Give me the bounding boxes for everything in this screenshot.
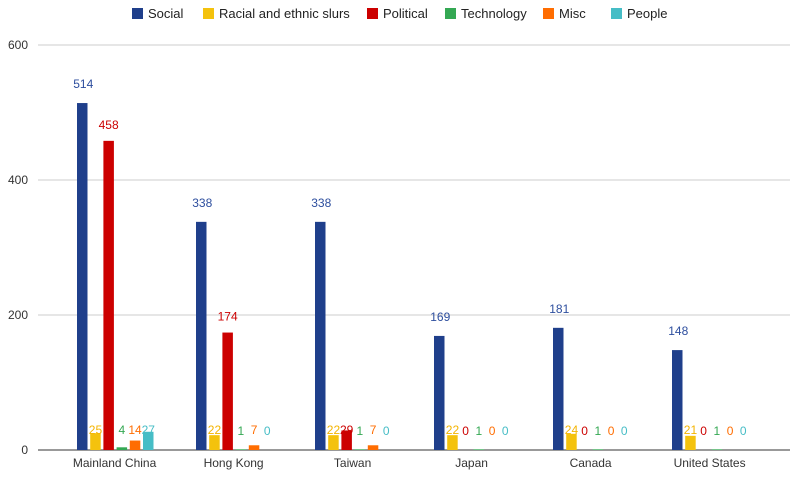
data-label-3-3: 1 (476, 424, 483, 438)
bar-0-2 (103, 140, 114, 450)
bar-5-1 (685, 435, 696, 450)
legend-swatch-1 (203, 8, 214, 19)
data-label-4-5: 0 (621, 424, 628, 438)
data-label-5-2: 0 (700, 424, 707, 438)
bar-4-1 (566, 433, 577, 450)
legend-swatch-4 (543, 8, 554, 19)
data-label-1-0: 338 (192, 196, 212, 210)
legend-swatch-0 (132, 8, 143, 19)
bar-5-3 (711, 449, 723, 450)
bar-1-1 (209, 435, 220, 450)
bar-2-4 (367, 445, 379, 450)
data-label-0-2: 458 (99, 118, 119, 132)
data-label-0-3: 4 (119, 423, 126, 437)
data-label-1-4: 7 (251, 423, 258, 437)
bar-2-2 (341, 430, 352, 450)
bar-0-1 (90, 433, 101, 450)
bar-1-3 (235, 449, 247, 450)
data-label-4-4: 0 (608, 424, 615, 438)
bar-2-1 (328, 435, 339, 450)
legend-label-1: Racial and ethnic slurs (219, 6, 350, 21)
x-tick-label: United States (674, 456, 746, 470)
bars (77, 103, 723, 451)
x-axis: Mainland China Hong Kong Taiwan Japan Canada… (73, 456, 746, 470)
x-tick-label: Canada (570, 456, 612, 470)
data-label-1-2: 174 (218, 310, 238, 324)
y-tick-label: 0 (21, 443, 28, 457)
bar-2-3 (354, 449, 366, 450)
data-label-1-3: 1 (238, 424, 245, 438)
data-label-0-5: 27 (142, 423, 156, 437)
bar-1-2 (222, 332, 233, 450)
bar-0-5 (143, 431, 154, 450)
data-label-1-5: 0 (264, 424, 271, 438)
bar-3-3 (473, 449, 485, 450)
bar-0-4 (129, 440, 141, 450)
y-axis: 0 200 400 600 (8, 38, 28, 457)
bar-2-0 (315, 221, 326, 450)
legend-label-3: Technology (461, 6, 527, 21)
data-label-5-3: 1 (714, 424, 721, 438)
data-label-2-4: 7 (370, 423, 377, 437)
data-label-4-2: 0 (581, 424, 588, 438)
y-tick-label: 600 (8, 38, 28, 52)
legend: Social Racial and ethnic slurs Political Te… (132, 6, 667, 21)
data-label-2-3: 1 (357, 424, 364, 438)
data-label-4-0: 181 (549, 302, 569, 316)
bar-0-0 (77, 103, 88, 451)
bar-4-3 (592, 449, 604, 450)
legend-label-5: People (627, 6, 667, 21)
x-tick-label: Taiwan (334, 456, 371, 470)
legend-swatch-5 (611, 8, 622, 19)
data-label-4-1: 24 (565, 423, 579, 437)
legend-swatch-2 (367, 8, 378, 19)
data-label-5-5: 0 (740, 424, 747, 438)
bar-1-0 (196, 221, 207, 450)
data-label-3-2: 0 (462, 424, 469, 438)
data-label-5-4: 0 (727, 424, 734, 438)
bar-0-3 (116, 447, 128, 450)
data-label-3-0: 169 (430, 310, 450, 324)
legend-label-2: Political (383, 6, 428, 21)
legend-swatch-3 (445, 8, 456, 19)
data-label-1-1: 22 (208, 423, 222, 437)
x-tick-label: Mainland China (73, 456, 157, 470)
data-label-0-4: 14 (128, 423, 142, 437)
data-label-2-0: 338 (311, 196, 331, 210)
y-tick-label: 400 (8, 173, 28, 187)
data-label-0-1: 25 (89, 423, 103, 437)
bar-3-0 (434, 335, 445, 450)
legend-label-0: Social (148, 6, 184, 21)
bar-4-0 (553, 327, 564, 450)
bar-1-4 (248, 445, 260, 450)
data-label-2-1: 22 (327, 423, 341, 437)
data-label-2-2: 29 (340, 423, 354, 437)
bar-3-1 (447, 435, 458, 450)
data-label-3-1: 22 (446, 423, 460, 437)
data-label-2-5: 0 (383, 424, 390, 438)
data-label-0-0: 514 (73, 77, 93, 91)
data-label-5-1: 21 (684, 423, 698, 437)
data-label-3-5: 0 (502, 424, 509, 438)
bar-5-0 (672, 350, 683, 450)
x-tick-label: Japan (455, 456, 488, 470)
y-tick-label: 200 (8, 308, 28, 322)
data-label-4-3: 1 (595, 424, 602, 438)
x-tick-label: Hong Kong (204, 456, 264, 470)
gridlines (38, 44, 790, 451)
data-label-5-0: 148 (668, 324, 688, 338)
legend-label-4: Misc (559, 6, 586, 21)
data-label-3-4: 0 (489, 424, 496, 438)
